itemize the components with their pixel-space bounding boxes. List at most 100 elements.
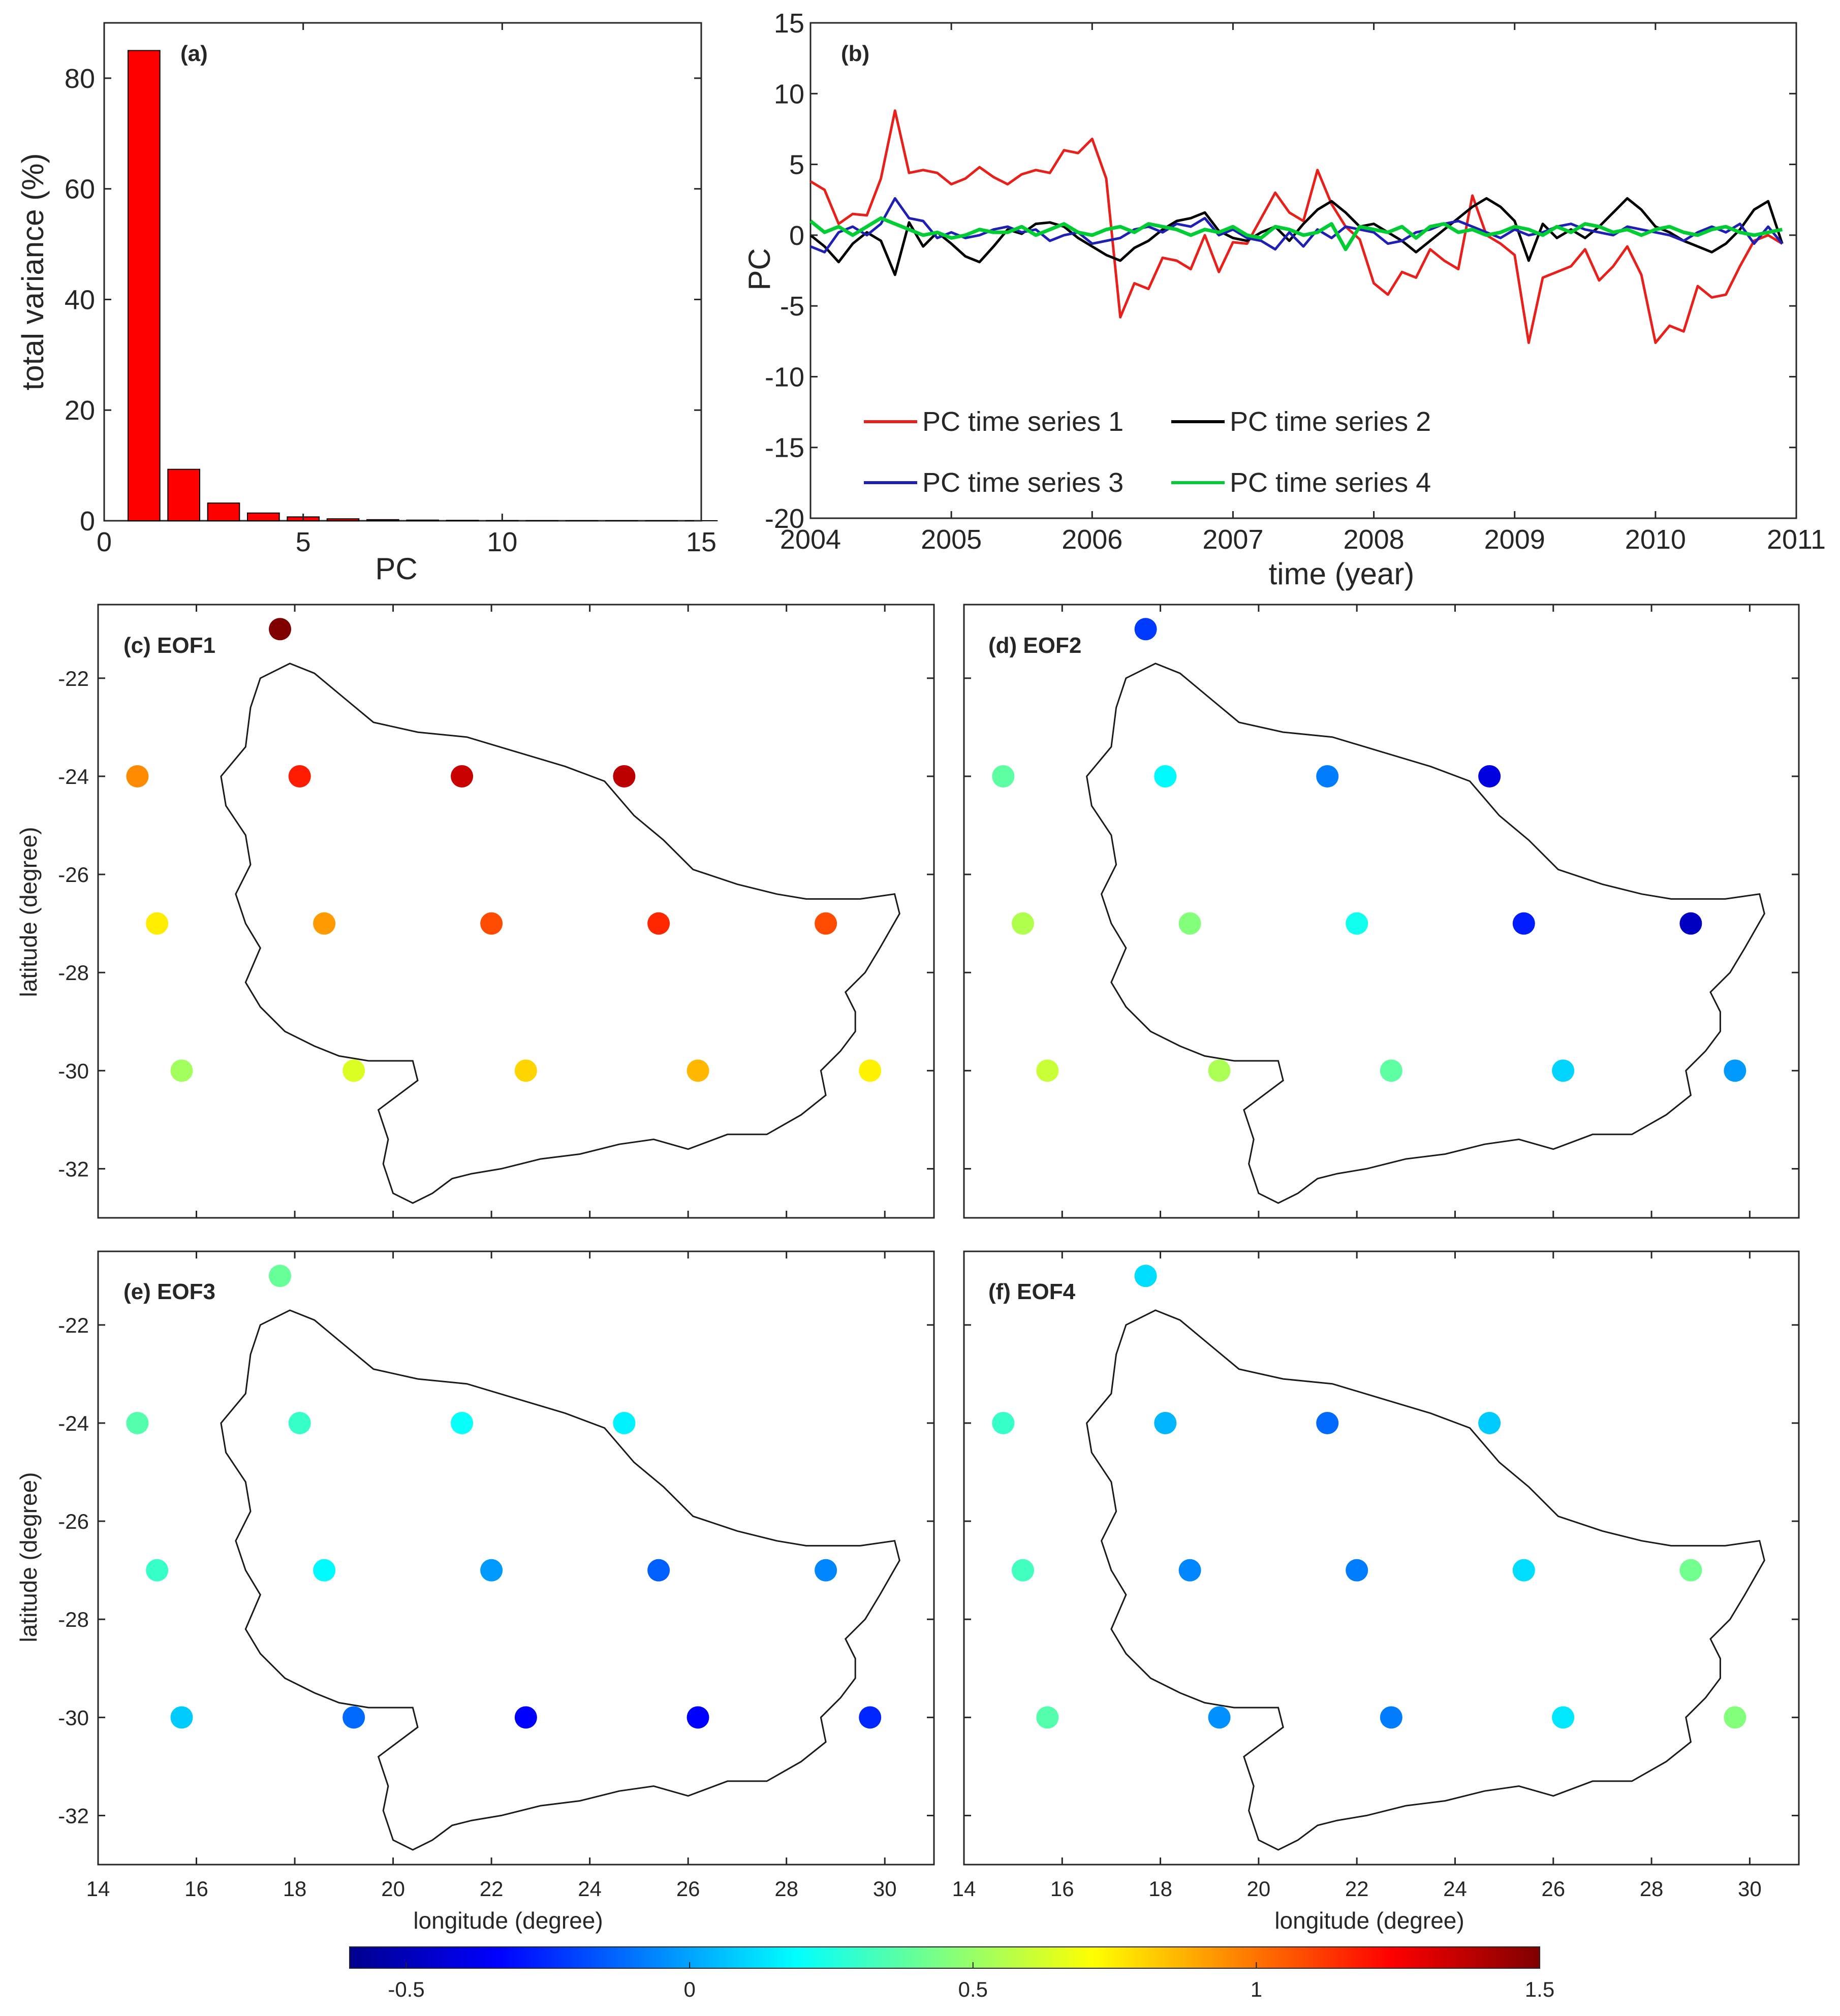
grid-point-7 — [1178, 1559, 1201, 1582]
panel-b-y-tick-label: -5 — [780, 291, 804, 322]
panel-b-y-axis-label: PC — [742, 248, 776, 290]
map-x-tick-label: 20 — [1247, 1877, 1271, 1901]
grid-point-10 — [815, 1559, 837, 1582]
grid-point-15 — [1724, 1706, 1747, 1729]
grid-point-15 — [859, 1706, 882, 1729]
panel-a-y-axis-label: total variance (%) — [16, 153, 50, 391]
map-x-tick-label: 28 — [774, 1877, 798, 1901]
grid-point-5 — [1478, 765, 1501, 788]
panel-f-basin-outline — [1086, 1309, 1765, 1851]
grid-point-4 — [1316, 1411, 1339, 1434]
panel-e-axes-box — [97, 1250, 935, 1866]
line-pc-time-series-1 — [809, 109, 1783, 344]
grid-point-10 — [1679, 1559, 1702, 1582]
panel-e-basin-outline — [220, 1309, 900, 1851]
map-x-tick-label: 16 — [184, 1877, 208, 1901]
colorbar-tick-label: 0.5 — [958, 1977, 988, 2001]
map-y-tick-label: -30 — [58, 1059, 89, 1083]
legend-label-series-2: PC time series 2 — [1230, 406, 1431, 437]
map-x-tick-label: 26 — [1541, 1877, 1565, 1901]
bar-pc-4 — [247, 512, 280, 521]
grid-point-4 — [451, 765, 474, 788]
colorbar-gradient — [349, 1946, 1540, 1969]
grid-point-13 — [1380, 1706, 1402, 1729]
panel-c-axes-box — [97, 604, 935, 1219]
panel-f-axes-box — [963, 1250, 1800, 1866]
grid-point-7 — [313, 912, 336, 935]
panel-a-x-tick-label: 10 — [487, 527, 517, 557]
panel-b-pc-time-series: 2004 2005 2006 2007 2008 2009 2010 2011 -20 -15 -1… — [742, 8, 1826, 591]
line-pc-time-series-4 — [809, 216, 1783, 251]
panel-a-y-tick-label: 20 — [65, 395, 95, 426]
panel-a-x-tick-label: 5 — [296, 527, 311, 557]
map-y-tick-label: -28 — [58, 1608, 89, 1631]
grid-point-12 — [342, 1706, 365, 1729]
map-x-tick-label: 18 — [283, 1877, 307, 1901]
map-x-tick-label: 30 — [1738, 1877, 1762, 1901]
panel-d-label: (d) EOF2 — [988, 633, 1081, 658]
colorbar-tick-label: 0 — [683, 1977, 695, 2001]
grid-point-15 — [1724, 1059, 1747, 1082]
panel-d-basin-outline — [1086, 663, 1765, 1204]
panel-b-y-tick-label: 5 — [789, 150, 804, 180]
panel-a-axes-box — [103, 22, 702, 522]
panel-a-x-tick-label: 0 — [97, 527, 112, 557]
map-x-tick-label: 14 — [952, 1877, 976, 1901]
panel-b-x-tick-label: 2004 — [780, 524, 841, 555]
grid-point-9 — [1512, 912, 1535, 935]
grid-point-6 — [1011, 912, 1034, 935]
panel-c-eof1-map: -22 -24 -26 -28 -30 -32 (c) EOF1 latitude (de… — [15, 604, 935, 1219]
legend-label-series-3: PC time series 3 — [922, 467, 1124, 498]
map-x-tick-label: 22 — [480, 1877, 504, 1901]
panel-a-y-tick-label: 80 — [65, 64, 95, 94]
panel-a-x-tick-label: 15 — [686, 527, 716, 557]
grid-point-13 — [514, 1059, 537, 1082]
map-y-tick-label: -30 — [58, 1706, 89, 1729]
grid-point-8 — [1346, 912, 1368, 935]
colorbar-tick-label: -0.5 — [388, 1977, 424, 2001]
map-x-tick-label: 14 — [86, 1877, 110, 1901]
panel-b-x-tick-label: 2011 — [1767, 524, 1826, 555]
bar-pc-1 — [128, 50, 161, 521]
grid-point-12 — [1208, 1059, 1231, 1082]
panel-a-label: (a) — [180, 41, 208, 66]
panel-a-y-tick-label: 40 — [65, 285, 95, 315]
map-x-tick-label: 18 — [1148, 1877, 1172, 1901]
map-x-tick-label: 26 — [676, 1877, 700, 1901]
panel-a-y-tick-label: 60 — [65, 174, 95, 205]
grid-point-14 — [1552, 1059, 1575, 1082]
map-y-tick-label: -24 — [58, 1411, 89, 1435]
colorbar-tick-label: 1 — [1251, 1977, 1262, 2001]
grid-point-2 — [126, 765, 149, 788]
grid-point-8 — [1346, 1559, 1368, 1582]
panel-b-y-tick-label: -10 — [765, 362, 804, 392]
panel-e-eof3-map: 14 16 18 20 22 24 26 28 30 -22 -24 -26 -28 -30 -32 (e)… — [15, 1250, 935, 1934]
bar-pc-6 — [326, 518, 360, 522]
grid-point-14 — [1552, 1706, 1575, 1729]
bar-pc-7 — [366, 519, 399, 521]
legend-label-series-1: PC time series 1 — [922, 406, 1124, 437]
grid-point-5 — [613, 1411, 636, 1434]
panel-b-x-tick-label: 2007 — [1202, 524, 1263, 555]
panel-b-y-tick-label: -15 — [765, 433, 804, 463]
panel-b-legend: PC time series 1 PC time series 2 PC tim… — [864, 406, 1431, 498]
grid-point-10 — [1679, 912, 1702, 935]
grid-point-7 — [313, 1559, 336, 1582]
map-x-tick-label: 22 — [1345, 1877, 1369, 1901]
grid-point-15 — [859, 1059, 882, 1082]
panel-e-x-axis-label: longitude (degree) — [413, 1907, 603, 1934]
panel-f-x-axis-label: longitude (degree) — [1274, 1907, 1464, 1934]
panel-b-y-tick-label: 0 — [789, 220, 804, 251]
map-x-tick-label: 30 — [873, 1877, 897, 1901]
panel-b-x-tick-label: 2009 — [1484, 524, 1545, 555]
map-y-tick-label: -26 — [58, 1509, 89, 1533]
grid-point-6 — [1011, 1559, 1034, 1582]
grid-point-13 — [1380, 1059, 1402, 1082]
grid-point-12 — [342, 1059, 365, 1082]
panel-c-basin-outline — [220, 663, 900, 1204]
panel-f-eof4-map: 14 16 18 20 22 24 26 28 30 (f) EOF4 longitude (d… — [952, 1250, 1800, 1934]
grid-point-9 — [647, 1559, 670, 1582]
panel-e-label: (e) EOF3 — [123, 1279, 215, 1304]
grid-point-8 — [480, 912, 503, 935]
panel-a-variance-bar-chart: 0 5 10 15 0 20 40 60 80 (a) PC total variance (%… — [16, 22, 718, 586]
